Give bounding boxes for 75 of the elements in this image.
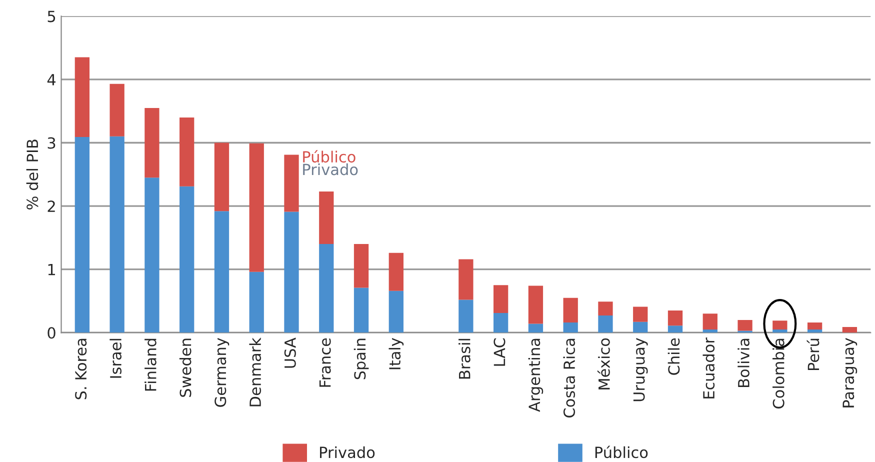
bar bbox=[807, 329, 822, 333]
annotation: Público bbox=[303, 150, 356, 163]
bar bbox=[388, 252, 404, 291]
x-tick-label: USA bbox=[284, 338, 296, 368]
bar bbox=[738, 320, 752, 331]
bar bbox=[284, 154, 299, 212]
bar bbox=[494, 313, 508, 333]
x-tick-label: Finland bbox=[144, 338, 156, 391]
x-tick-label: Costa Rica bbox=[563, 338, 576, 418]
bar bbox=[668, 310, 683, 326]
legend-label: Público bbox=[595, 446, 648, 458]
x-tick-label: Sweden bbox=[179, 338, 192, 397]
bar bbox=[74, 137, 90, 333]
x-tick-label: Germany bbox=[214, 338, 230, 407]
bar bbox=[110, 84, 124, 136]
bar bbox=[458, 300, 474, 333]
x-tick-label: Colombia bbox=[772, 338, 784, 408]
x-tick-label: Perú bbox=[806, 338, 820, 370]
x-tick-label: Bolivia bbox=[738, 338, 750, 387]
y-tick-label: 3 bbox=[48, 137, 56, 149]
bar bbox=[633, 306, 648, 322]
bar bbox=[458, 259, 474, 300]
bar bbox=[494, 285, 508, 314]
x-tick-label: Spain bbox=[354, 338, 369, 380]
bar bbox=[180, 186, 194, 333]
bar bbox=[354, 244, 369, 288]
y-tick-label: 0 bbox=[48, 327, 56, 339]
annotation: Privado bbox=[303, 163, 358, 176]
bar bbox=[180, 117, 194, 186]
y-tick-label: 2 bbox=[48, 200, 55, 212]
bar bbox=[319, 191, 334, 244]
bar bbox=[319, 244, 334, 333]
x-tick-label: Brasil bbox=[458, 338, 470, 379]
bar bbox=[668, 326, 683, 333]
x-tick-label: Israel bbox=[110, 338, 122, 378]
y-tick-label: 5 bbox=[48, 10, 56, 22]
x-tick-label: LAC bbox=[494, 338, 506, 366]
y-axis-title: % del PIB bbox=[26, 140, 38, 210]
x-tick-label: Argentina bbox=[528, 338, 544, 412]
bar bbox=[144, 108, 160, 178]
bar bbox=[772, 329, 788, 333]
bar bbox=[563, 298, 578, 323]
bar bbox=[214, 142, 230, 212]
x-tick-label: Chile bbox=[668, 338, 680, 375]
x-tick-label: S. Korea bbox=[75, 338, 87, 400]
bar bbox=[563, 322, 578, 333]
bar bbox=[110, 136, 124, 333]
bar bbox=[528, 286, 544, 324]
bar bbox=[598, 302, 613, 316]
x-tick-label: Uruguay bbox=[633, 338, 648, 402]
bar bbox=[249, 272, 264, 333]
x-tick-label: Paraguay bbox=[842, 338, 858, 408]
x-tick-label: Italy bbox=[388, 338, 404, 370]
bar bbox=[74, 57, 90, 138]
x-tick-label: France bbox=[319, 338, 331, 387]
legend-label: Privado bbox=[320, 446, 375, 458]
x-tick-label: Denmark bbox=[249, 338, 262, 406]
bar bbox=[284, 212, 299, 333]
bar bbox=[633, 322, 648, 333]
bar bbox=[354, 288, 369, 333]
bar bbox=[807, 322, 822, 330]
bar bbox=[598, 316, 613, 333]
bar bbox=[528, 324, 544, 333]
y-tick-label: 1 bbox=[48, 264, 55, 276]
bar bbox=[702, 314, 718, 330]
y-tick-label: 4 bbox=[47, 74, 56, 86]
bar bbox=[249, 143, 264, 272]
bar bbox=[144, 178, 160, 333]
bar bbox=[702, 329, 718, 333]
bar bbox=[214, 211, 230, 333]
x-tick-label: México bbox=[597, 338, 610, 390]
bar bbox=[842, 326, 858, 333]
bar bbox=[772, 320, 788, 330]
bar bbox=[388, 290, 404, 333]
x-tick-label: Ecuador bbox=[702, 338, 715, 398]
